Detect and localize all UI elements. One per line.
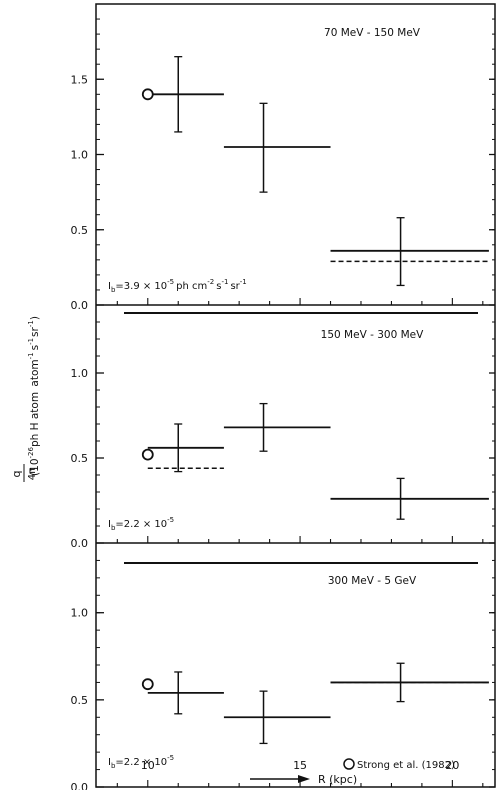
panel-2-title: 150 MeV - 300 MeV xyxy=(321,329,424,341)
svg-text:4π: 4π xyxy=(27,468,38,480)
x-tick-label: 20 xyxy=(445,759,459,772)
legend-label: Strong et al. (1982) xyxy=(357,760,455,771)
panel-3-ytick-label: 1.0 xyxy=(71,607,89,620)
x-tick-label: 15 xyxy=(293,759,307,772)
panel-1-title: 70 MeV - 150 MeV xyxy=(324,27,421,39)
data-marks: 0.0 0.5 1.0 1.5 0.0 0.5 1.0 0.0 0.5 1.0 10 15 20 xyxy=(71,18,495,790)
panel-2-reference-point xyxy=(141,448,154,461)
panel-1-reference-point xyxy=(141,88,154,101)
panel-1-ytick-label: 1.5 xyxy=(71,73,89,86)
y-axis-label: (10-26ph H atom atom-1s-1sr-1) xyxy=(27,316,41,476)
panel-2-ytick-label: 0.5 xyxy=(71,452,89,465)
legend-marker xyxy=(343,758,355,770)
panel-2-ytick-label: 0.0 xyxy=(71,537,89,550)
x-axis-label: R (kpc) xyxy=(318,773,357,786)
svg-text:q: q xyxy=(10,471,23,478)
x-axis-arrowhead xyxy=(298,775,310,783)
panel-1-ytick-label: 0.5 xyxy=(71,224,89,237)
svg-text:(10-26ph H atom atom-1s-1sr-1: (10-26ph H atom atom-1s-1sr-1) xyxy=(27,316,41,476)
panel-1-ytick-label: 0.0 xyxy=(71,299,89,312)
panel-3-title: 300 MeV - 5 GeV xyxy=(328,575,417,587)
panel-1-ytick-label: 1.0 xyxy=(71,149,89,162)
panel-3-ytick-label: 0.5 xyxy=(71,694,89,707)
panel-3-background-label: Ib=2.2 × 10-5 xyxy=(108,754,174,770)
panel-3-reference-point xyxy=(141,678,154,691)
panel-1-background-label: Ib=3.9 × 10-5 ph cm-2 s-1 sr-1 xyxy=(108,278,247,294)
x-tick-label: 10 xyxy=(141,759,155,772)
y-axis-fraction: q 4π xyxy=(10,464,38,482)
panel-2-background-label: Ib=2.2 × 10-5 xyxy=(108,516,174,532)
panel-3-ytick-label: 0.0 xyxy=(71,781,89,790)
plot-frame xyxy=(95,3,496,788)
panel-2-ytick-label: 1.0 xyxy=(71,367,89,380)
